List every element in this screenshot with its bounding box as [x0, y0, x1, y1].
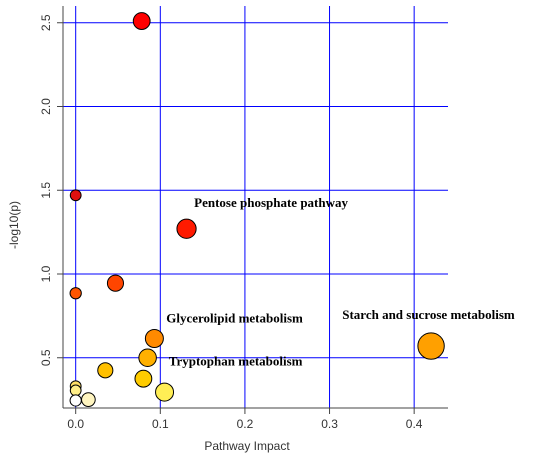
data-point	[97, 362, 114, 379]
pathway-annotation: Pentose phosphate pathway	[194, 195, 348, 210]
data-point	[106, 274, 125, 292]
data-point	[69, 287, 82, 300]
y-tick-label: 1.0	[39, 265, 53, 282]
annotations: Pentose phosphate pathway Glycerolipid me…	[166, 195, 515, 368]
data-point	[132, 12, 151, 30]
grid-lines	[63, 6, 448, 408]
data-point	[81, 392, 96, 407]
pathway-annotation: Starch and sucrose metabolism	[342, 307, 515, 322]
data-point	[69, 189, 82, 202]
y-tick-label: 2.0	[39, 98, 53, 115]
x-tick-label: 0.1	[152, 417, 169, 431]
data-point	[138, 348, 157, 368]
data-point	[134, 369, 153, 388]
data-point	[69, 394, 82, 407]
pathway-annotation: Glycerolipid metabolism	[166, 311, 303, 326]
x-tick-label: 0.3	[321, 417, 338, 431]
pathway-annotation: Tryptophan metabolism	[169, 353, 303, 368]
x-tick-label: 0.4	[406, 417, 423, 431]
y-axis-title: -log10(p)	[7, 201, 21, 249]
data-point	[69, 384, 82, 397]
data-point	[417, 332, 445, 360]
x-tick-label: 0.0	[67, 417, 84, 431]
data-point	[155, 382, 175, 402]
y-tick-label: 0.5	[39, 349, 53, 366]
y-tick-label: 1.5	[39, 182, 53, 199]
x-axis-title: Pathway Impact	[204, 439, 290, 453]
data-point	[176, 218, 197, 239]
y-tick-label: 2.5	[39, 14, 53, 31]
data-point	[144, 328, 164, 348]
x-tick-label: 0.2	[237, 417, 254, 431]
axes: 0.0 0.1 0.2 0.3 0.4 0.5 1.0 1.5 2.0 2.5	[39, 6, 448, 431]
data-points	[69, 12, 445, 407]
